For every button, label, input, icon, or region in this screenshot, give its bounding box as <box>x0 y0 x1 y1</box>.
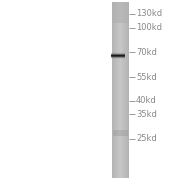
Bar <box>124 2 125 178</box>
Bar <box>112 2 113 178</box>
Bar <box>123 2 124 178</box>
Text: 100kd: 100kd <box>136 23 162 32</box>
Bar <box>127 2 128 178</box>
Bar <box>115 2 116 178</box>
Bar <box>118 2 119 178</box>
Bar <box>113 2 114 178</box>
Bar <box>119 2 120 178</box>
Bar <box>112 2 129 23</box>
Bar <box>120 2 121 178</box>
Bar <box>121 2 122 178</box>
Bar <box>116 2 117 178</box>
Text: 40kd: 40kd <box>136 96 157 105</box>
Text: 35kd: 35kd <box>136 110 157 119</box>
Bar <box>128 2 129 178</box>
Text: 70kd: 70kd <box>136 48 157 57</box>
Text: 130kd: 130kd <box>136 9 162 18</box>
Bar <box>125 2 126 178</box>
Text: 55kd: 55kd <box>136 73 157 82</box>
Bar <box>112 130 128 136</box>
Text: 25kd: 25kd <box>136 134 157 143</box>
Bar <box>123 2 124 178</box>
Bar <box>126 2 127 178</box>
Bar <box>122 2 123 178</box>
Bar <box>117 2 118 178</box>
Bar <box>114 2 115 178</box>
